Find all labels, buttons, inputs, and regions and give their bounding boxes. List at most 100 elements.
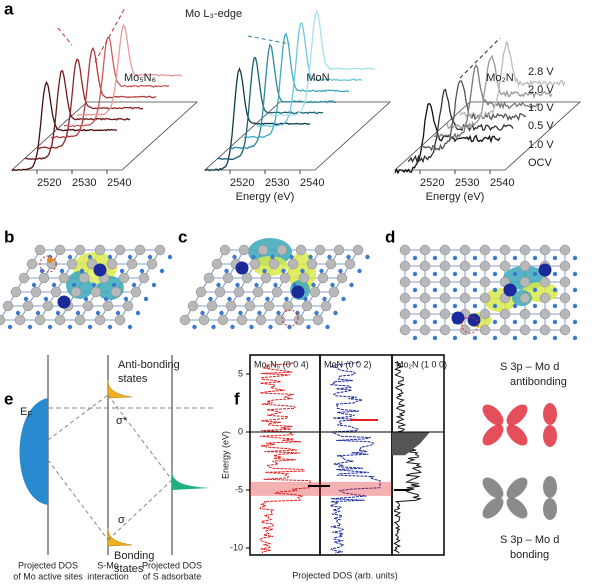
atom <box>341 296 346 302</box>
atom <box>167 254 173 260</box>
atom <box>270 254 275 260</box>
atom <box>532 287 538 293</box>
voltage-label: 1.0 V <box>528 102 554 114</box>
atom <box>119 268 125 274</box>
atom <box>419 244 431 256</box>
atom <box>91 282 97 288</box>
spectrum-curve <box>459 41 566 120</box>
atom <box>559 308 571 320</box>
atom <box>51 282 57 288</box>
atom <box>143 296 149 302</box>
atom <box>114 314 126 326</box>
atom <box>572 255 578 261</box>
spectrum-curve <box>217 56 324 161</box>
atom <box>439 244 451 256</box>
atom <box>572 335 578 341</box>
atom <box>219 310 224 316</box>
mo-atom <box>57 295 71 309</box>
panel-label: b <box>4 227 14 246</box>
atom <box>499 308 511 320</box>
atom <box>200 310 205 316</box>
y-tick-label: 5 <box>238 368 243 378</box>
atom <box>412 271 418 277</box>
x-tick-label: 2540 <box>490 177 514 189</box>
orbital-lobe <box>482 424 504 446</box>
atom <box>532 303 538 309</box>
atom <box>103 296 109 302</box>
atom <box>399 324 411 336</box>
voltage-label: 2.8 V <box>528 66 554 78</box>
x-tick-label: 2540 <box>107 177 131 189</box>
atom <box>131 282 137 288</box>
atom <box>74 314 86 326</box>
atom <box>572 271 578 277</box>
orbital-lobe <box>482 477 504 499</box>
atom <box>330 282 335 288</box>
atom <box>284 296 289 302</box>
atom <box>246 296 251 302</box>
atom <box>295 310 300 316</box>
base-plane <box>10 101 199 171</box>
atom <box>236 314 248 326</box>
material-label: Mo₅N₆ <box>124 72 156 84</box>
atom <box>123 296 129 302</box>
voltage-label: 1.0 V <box>528 139 554 151</box>
atom <box>472 255 478 261</box>
atom <box>552 335 558 341</box>
spectrum-curve <box>76 23 183 117</box>
atom <box>479 324 491 336</box>
atom <box>439 276 451 288</box>
atom <box>26 258 38 270</box>
atom <box>492 335 498 341</box>
atom <box>126 258 138 270</box>
atom <box>151 282 157 288</box>
atom <box>532 255 538 261</box>
fermi-sub: F <box>27 410 32 419</box>
edge-label: Mo L₃-edge <box>185 8 242 20</box>
atom <box>15 310 21 316</box>
atom <box>325 258 337 270</box>
x-axis-label: Energy (eV) <box>236 191 295 203</box>
atom <box>432 335 438 341</box>
atom <box>452 255 458 261</box>
atom <box>265 296 270 302</box>
mo-atom <box>467 313 481 327</box>
atom <box>47 324 53 330</box>
mo-atom <box>235 261 249 275</box>
atom <box>439 324 451 336</box>
atom <box>492 271 498 277</box>
atom <box>138 272 150 284</box>
atom <box>249 324 254 330</box>
atom <box>512 255 518 261</box>
atom <box>419 276 431 288</box>
atom <box>325 324 330 330</box>
atom <box>459 244 471 256</box>
atom <box>439 260 451 272</box>
mo-atom <box>538 263 552 277</box>
arrow <box>57 27 73 46</box>
atom <box>58 272 70 284</box>
atom <box>532 335 538 341</box>
atom <box>135 310 141 316</box>
atom <box>314 244 326 256</box>
atom <box>459 292 471 304</box>
atom <box>54 244 66 256</box>
atom <box>295 244 307 256</box>
atom <box>211 324 216 330</box>
atom <box>479 292 491 304</box>
atom <box>311 282 316 288</box>
atom <box>254 282 259 288</box>
atom <box>308 254 313 260</box>
atom <box>224 268 229 274</box>
pdos-curve <box>259 361 311 554</box>
atom <box>459 260 471 272</box>
base-plane <box>393 101 582 171</box>
x-tick-label: 2520 <box>37 177 61 189</box>
orbital-lobe <box>506 424 528 446</box>
atom <box>127 254 133 260</box>
atom <box>519 324 531 336</box>
atom <box>289 254 294 260</box>
y-axis-label: Energy (eV) <box>220 431 230 479</box>
atom <box>279 272 291 284</box>
atom <box>70 286 82 298</box>
